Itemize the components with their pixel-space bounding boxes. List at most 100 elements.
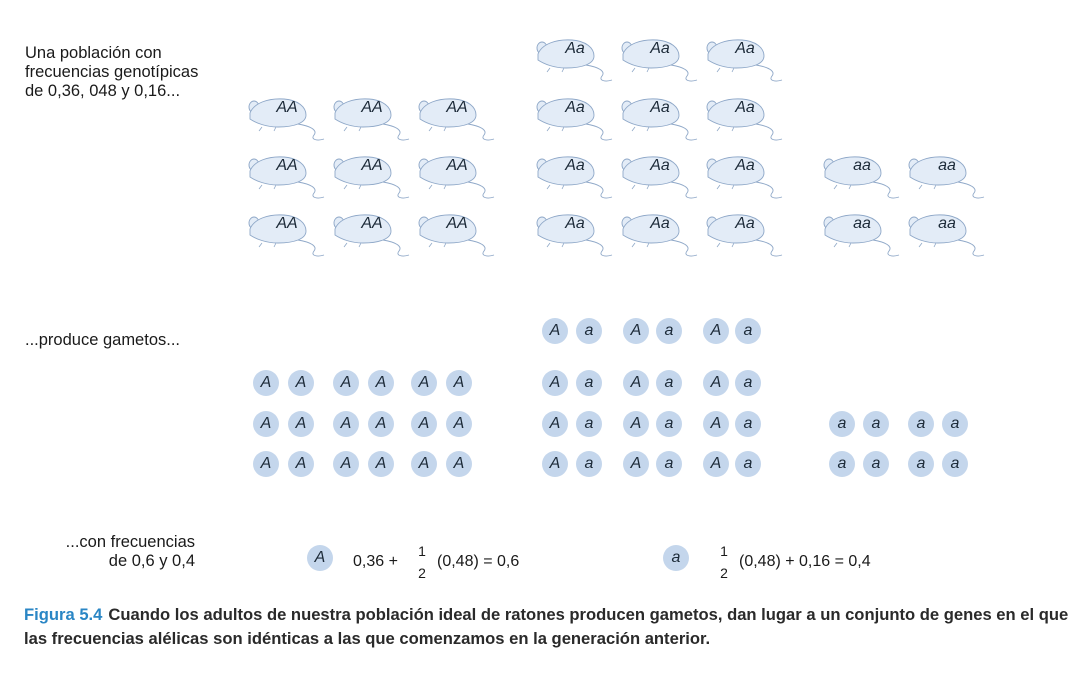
- mouse-aa-icon: aa: [908, 155, 988, 199]
- genotype-label: aa: [853, 215, 871, 232]
- genotype-label: Aa: [565, 215, 585, 232]
- gamete-A: A: [542, 451, 568, 477]
- gamete-A: A: [333, 370, 359, 396]
- mouse-Aa-icon: Aa: [536, 97, 616, 141]
- gamete-a: a: [735, 451, 761, 477]
- gamete-A: A: [703, 451, 729, 477]
- figure-label: Figura 5.4: [24, 605, 103, 624]
- gamete-a: a: [656, 451, 682, 477]
- gamete-a: a: [735, 318, 761, 344]
- gamete-A: A: [411, 370, 437, 396]
- gamete-a: a: [656, 411, 682, 437]
- gamete-A: A: [368, 411, 394, 437]
- gamete-A: A: [333, 411, 359, 437]
- gamete-a: a: [863, 411, 889, 437]
- mouse-Aa-icon: Aa: [706, 155, 786, 199]
- gamete-A: A: [623, 370, 649, 396]
- gametes-label: ...produce gametos...: [25, 331, 181, 349]
- genotype-label: AA: [276, 157, 298, 174]
- gamete-A: A: [333, 451, 359, 477]
- mouse-Aa-icon: Aa: [706, 213, 786, 257]
- gamete-A: A: [623, 318, 649, 344]
- gamete-A: A: [623, 411, 649, 437]
- gamete-a: a: [576, 411, 602, 437]
- gamete-A: A: [542, 370, 568, 396]
- mouse-AA-icon: AA: [248, 213, 328, 257]
- genotype-label: Aa: [650, 99, 670, 116]
- gamete-A: A: [542, 318, 568, 344]
- gamete-A: A: [368, 451, 394, 477]
- formula-A-numerator: 1: [418, 543, 426, 559]
- mouse-AA-icon: AA: [418, 155, 498, 199]
- genotype-label: aa: [938, 157, 956, 174]
- mouse-Aa-icon: Aa: [621, 155, 701, 199]
- gamete-a: a: [942, 411, 968, 437]
- gamete-a: a: [576, 451, 602, 477]
- formula-A-post: (0,48) = 0,6: [437, 553, 520, 570]
- gamete-A: A: [703, 411, 729, 437]
- mouse-Aa-icon: Aa: [706, 38, 786, 82]
- mouse-Aa-icon: Aa: [621, 213, 701, 257]
- mouse-Aa-icon: Aa: [536, 155, 616, 199]
- mouse-AA-icon: AA: [333, 155, 413, 199]
- mouse-AA-icon: AA: [418, 97, 498, 141]
- gamete-A: A: [288, 451, 314, 477]
- gamete-A: A: [542, 411, 568, 437]
- figure-caption: Figura 5.4 Cuando los adultos de nuestra …: [24, 603, 1069, 651]
- mouse-Aa-icon: Aa: [706, 97, 786, 141]
- genotype-label: Aa: [650, 215, 670, 232]
- genotype-label: AA: [446, 157, 468, 174]
- gamete-a: a: [829, 451, 855, 477]
- formula-a-denominator: 2: [720, 565, 728, 581]
- formula-A-denominator: 2: [418, 565, 426, 581]
- genotype-label: Aa: [650, 40, 670, 57]
- gamete-a: a: [735, 411, 761, 437]
- frequencies-label: ...con frecuencias de 0,6 y 0,4: [65, 533, 195, 570]
- genotype-label: Aa: [735, 157, 755, 174]
- mouse-AA-icon: AA: [418, 213, 498, 257]
- allele-A-badge: A: [307, 545, 333, 571]
- formula-a-post: (0,48) + 0,16 = 0,4: [739, 553, 871, 570]
- population-label: Una población con frecuencias genotípica…: [25, 44, 199, 100]
- gamete-A: A: [703, 370, 729, 396]
- gamete-A: A: [446, 451, 472, 477]
- genotype-label: AA: [361, 215, 383, 232]
- mouse-aa-icon: aa: [908, 213, 988, 257]
- genotype-label: AA: [361, 99, 383, 116]
- gamete-a: a: [908, 451, 934, 477]
- gamete-a: a: [863, 451, 889, 477]
- gamete-a: a: [656, 370, 682, 396]
- gamete-A: A: [253, 451, 279, 477]
- gamete-A: A: [703, 318, 729, 344]
- genotype-label: Aa: [565, 40, 585, 57]
- genotype-label: Aa: [565, 99, 585, 116]
- caption-text: Cuando los adultos de nuestra población …: [24, 605, 1069, 648]
- genotype-label: Aa: [735, 99, 755, 116]
- allele-a-badge: a: [663, 545, 689, 571]
- genotype-label: AA: [361, 157, 383, 174]
- genotype-label: Aa: [735, 215, 755, 232]
- genotype-label: Aa: [565, 157, 585, 174]
- gamete-A: A: [623, 451, 649, 477]
- gamete-A: A: [253, 370, 279, 396]
- mouse-AA-icon: AA: [333, 97, 413, 141]
- gamete-A: A: [411, 411, 437, 437]
- gamete-A: A: [288, 370, 314, 396]
- genotype-label: AA: [276, 215, 298, 232]
- formula-A-pre: 0,36 +: [353, 553, 398, 570]
- mouse-AA-icon: AA: [248, 155, 328, 199]
- gamete-a: a: [576, 370, 602, 396]
- mouse-Aa-icon: Aa: [536, 213, 616, 257]
- gamete-A: A: [446, 411, 472, 437]
- genotype-label: Aa: [735, 40, 755, 57]
- gamete-A: A: [253, 411, 279, 437]
- gamete-A: A: [368, 370, 394, 396]
- gamete-A: A: [411, 451, 437, 477]
- mouse-Aa-icon: Aa: [621, 38, 701, 82]
- genotype-label: AA: [446, 215, 468, 232]
- genotype-label: aa: [938, 215, 956, 232]
- gamete-a: a: [908, 411, 934, 437]
- genotype-label: AA: [276, 99, 298, 116]
- gamete-a: a: [942, 451, 968, 477]
- genotype-label: AA: [446, 99, 468, 116]
